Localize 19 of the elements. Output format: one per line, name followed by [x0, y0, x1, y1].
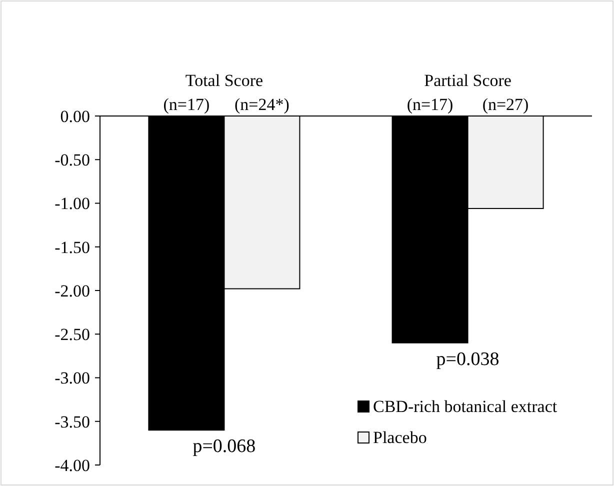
y-tick-label: -1.50: [54, 238, 90, 257]
y-tick-label: 0.00: [60, 106, 90, 126]
text: (n=17): [163, 95, 210, 114]
annotation: p=0.068: [192, 436, 256, 458]
text: (n=27): [482, 95, 529, 114]
text: (n=24*): [234, 95, 290, 114]
y-tick-label: -1.00: [54, 194, 90, 214]
y-tick-label: -3.00: [54, 368, 90, 388]
text: (n=17): [406, 95, 454, 114]
y-tick-label: -0.50: [54, 150, 90, 170]
y-tick-label: -4.00: [54, 456, 90, 475]
y-tick-label: -2.00: [54, 281, 90, 300]
legend-label: CBD-rich botanical extract: [373, 397, 558, 416]
y-tick-label: -2.50: [54, 325, 90, 344]
y-tick-label: -3.50: [54, 412, 90, 432]
legend-label: Placebo: [373, 428, 427, 447]
x-tick-label: Partial Score: [424, 71, 512, 90]
x-tick-label: Total Score: [185, 71, 264, 90]
annotation: p=0.038: [436, 348, 500, 370]
